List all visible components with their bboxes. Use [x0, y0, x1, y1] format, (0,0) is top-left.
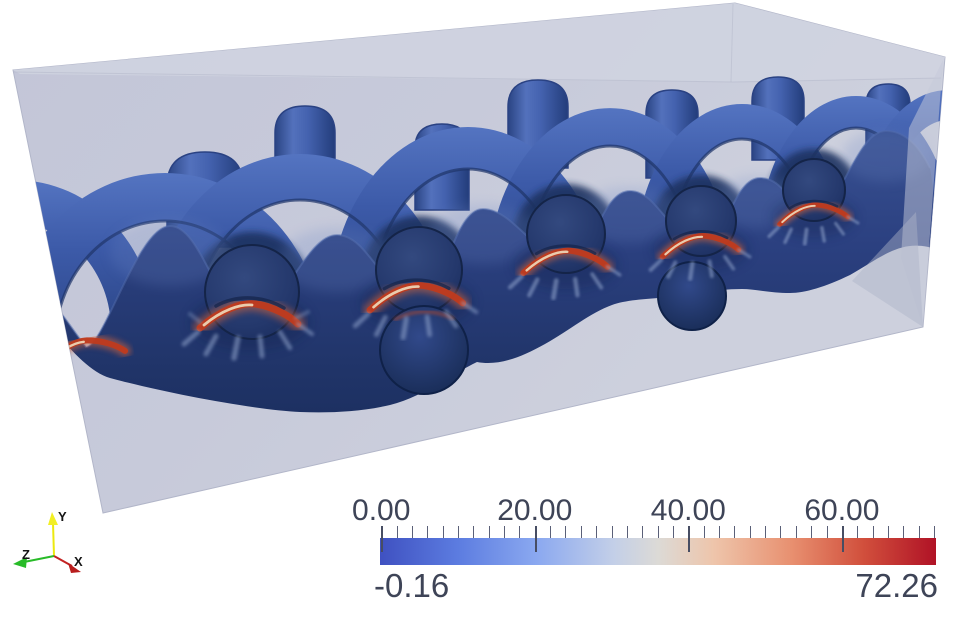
axis-z-arrow-icon: [13, 557, 27, 568]
colorbar-minor-tick: [580, 526, 582, 538]
axis-y-shaft: [52, 522, 55, 557]
colorbar-minor-tick: [749, 526, 751, 538]
colorbar-minor-tick: [396, 526, 398, 538]
colorbar-minor-tick: [719, 526, 721, 538]
colorbar-major-tick: [688, 526, 691, 552]
colorbar-major-labels: 0.00 20.00 40.00 60.00: [352, 494, 936, 527]
colorbar-major-tick: [841, 526, 844, 552]
warp-ball: [379, 305, 469, 395]
colorbar-minor-tick: [550, 526, 552, 538]
hotspot: [181, 296, 314, 361]
axis-z-shaft: [23, 555, 55, 563]
hotspot: [648, 230, 752, 281]
colorbar-minor-tick: [872, 526, 874, 538]
colorbar-tick-label: 20.00: [497, 494, 573, 527]
colorbar-major-tick: [534, 526, 537, 552]
stress-hotspots: [37, 199, 860, 375]
axis-z-label: Z: [22, 547, 30, 562]
scalar-bar[interactable]: 0.00 20.00 40.00 60.00 -0.16 72.26: [352, 494, 938, 606]
colorbar-minor-tick: [780, 526, 782, 538]
colorbar-max-label: 72.26: [855, 567, 938, 604]
colorbar-minor-tick: [857, 526, 859, 538]
colorbar-minor-tick: [918, 526, 920, 538]
yarn-arch: [860, 90, 945, 222]
colorbar-minor-tick: [458, 526, 459, 538]
orientation-axes-widget[interactable]: Y Z X: [13, 509, 83, 573]
colorbar-minor-tick: [473, 526, 475, 538]
colorbar-minor-tick: [734, 526, 736, 538]
colorbar-minor-tick: [626, 526, 628, 538]
colorbar-minor-tick: [565, 526, 567, 538]
box-right-wall-veil: [901, 60, 943, 327]
matrix-box-top-face: [13, 3, 945, 82]
back-weft-arches: [13, 90, 945, 345]
colorbar-minor-tick: [596, 526, 598, 538]
hotspot: [507, 244, 622, 301]
colorbar-gradient: [380, 538, 936, 565]
colorbar-minor-tick: [427, 526, 429, 538]
colorbar-minor-tick: [519, 526, 521, 538]
colorbar-minor-tick: [657, 526, 659, 538]
axis-x-arrow-icon: [68, 563, 81, 573]
colorbar-minor-tick: [672, 526, 674, 538]
colorbar-minor-tick: [934, 526, 935, 538]
colorbar-minor-tick: [795, 526, 797, 538]
colorbar-minor-tick: [811, 526, 813, 538]
colorbar-tick-label: 40.00: [650, 494, 726, 527]
colorbar-min-label: -0.16: [374, 567, 450, 604]
warp-lower-balls: [379, 261, 727, 395]
colorbar-ticks: [380, 526, 936, 554]
colorbar-minor-tick: [642, 526, 644, 538]
colorbar-minor-tick: [442, 526, 444, 538]
box-corner-shade: [852, 212, 923, 327]
colorbar-minor-tick: [903, 526, 905, 538]
colorbar-tick-label: 60.00: [804, 494, 880, 527]
colorbar-tick-label: 0.00: [352, 494, 411, 527]
hotspot: [767, 199, 860, 246]
hotspot: [352, 278, 479, 341]
colorbar-minor-tick: [488, 526, 490, 538]
colorbar-minor-tick: [887, 526, 889, 538]
colorbar-minor-tick: [411, 526, 413, 538]
axis-y-arrow-icon: [48, 512, 58, 525]
matrix-box-corner-edge: [730, 3, 734, 83]
matrix-box-inner-edge: [12, 71, 942, 83]
colorbar-minor-tick: [703, 526, 705, 538]
colorbar-minor-tick: [504, 526, 506, 538]
colorbar-minor-tick: [611, 526, 613, 538]
colorbar-minor-tick: [765, 526, 767, 538]
colorbar-major-tick: [381, 526, 384, 552]
colorbar-minor-tick: [826, 526, 828, 538]
axis-x-label: X: [74, 554, 83, 569]
axis-y-label: Y: [58, 509, 67, 524]
warp-circle: [204, 244, 300, 340]
